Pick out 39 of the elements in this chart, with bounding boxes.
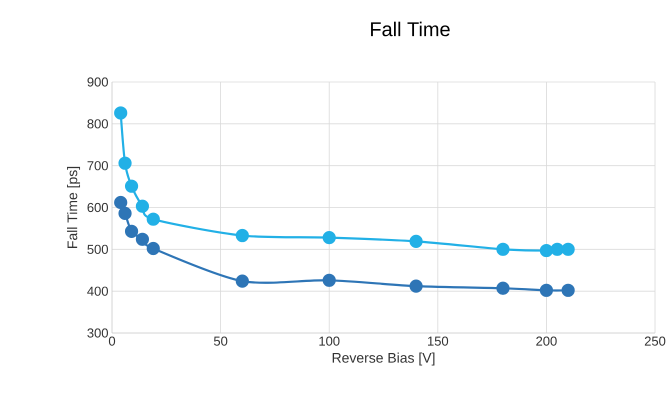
point [540,284,554,297]
y-tick-label: 700 [88,161,108,170]
y-tick-label: 400 [87,286,108,296]
point [136,200,150,213]
point [550,242,564,256]
chart-title: Fall Time [371,22,450,36]
x-tick-label: 150 [428,336,448,346]
y-tick-label: 900 [87,77,108,87]
point [562,284,575,297]
point [322,231,336,244]
x-axis-title: Reverse Bias [V] [332,352,434,366]
point [236,228,249,242]
x-tick-label: 250 [644,336,666,346]
x-tick-label: 50 [214,336,228,346]
point [146,242,160,256]
point [146,212,160,226]
point [409,234,423,248]
point [114,106,128,120]
x-tick-label: 100 [319,336,340,346]
y-tick-label: 300 [87,328,108,338]
point [322,274,336,287]
x-tick-label: 200 [536,336,557,346]
point [496,242,510,256]
point [124,224,138,238]
point [118,206,132,220]
point [540,244,554,258]
y-tick-label: 500 [87,244,108,254]
point [409,280,423,293]
y-tick-label: 800 [87,119,108,128]
point [562,242,575,256]
point [124,180,138,193]
point [236,274,249,288]
y-axis-title: Fall Time [ps] [67,166,80,248]
x-tick-label: 0 [108,336,116,346]
point [114,196,128,210]
point [136,232,150,246]
point [496,282,510,295]
y-tick-label: 600 [88,202,108,212]
point [118,156,132,170]
